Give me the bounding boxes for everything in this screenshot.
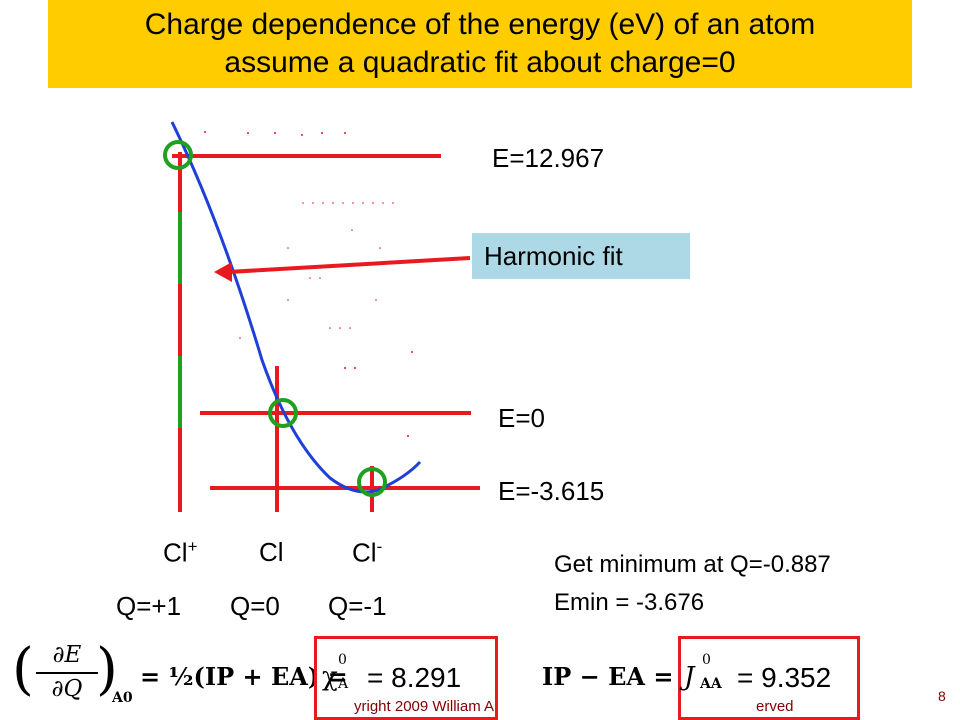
species-cation: Cl+ <box>163 537 198 569</box>
charge-label-plus: Q=+1 <box>116 591 182 621</box>
chi-superscript: 0 <box>338 652 347 668</box>
derivative-numerator: ∂E <box>52 642 82 668</box>
energy-label-minus: E=-3.615 <box>498 476 605 506</box>
j-value: = 9.352 <box>737 662 832 693</box>
title-line-2: assume a quadratic fit about charge=0 <box>224 46 736 79</box>
harmonic-fit-curve <box>170 121 422 494</box>
j-symbol: J <box>684 662 695 692</box>
page-number: 8 <box>938 688 946 704</box>
minimum-line-1: Get minimum at Q=-0.887 <box>554 551 831 578</box>
derivative-subscript: A0 <box>112 690 133 706</box>
chi-symbol: χ <box>322 662 338 692</box>
species-cation-symbol: Cl <box>163 537 188 568</box>
circle-anion-point <box>357 467 387 497</box>
footer-copyright: yright 2009 William A <box>354 698 495 715</box>
harmonic-fit-label: Harmonic fit <box>472 233 690 279</box>
j-superscript: 0 <box>702 652 711 668</box>
paren-right: ) <box>96 637 118 702</box>
species-anion: Cl- <box>352 537 382 569</box>
j-box <box>678 636 860 720</box>
chi-box <box>314 636 498 720</box>
energy-label-plus: E=12.967 <box>492 143 605 173</box>
chi-value: = 8.291 <box>367 662 462 693</box>
slide-title: Charge dependence of the energy (eV) of … <box>48 0 912 88</box>
minimum-line-2: Emin = -3.676 <box>554 589 705 616</box>
j-subscript: AA <box>700 676 722 692</box>
charge-label-minus: Q=-1 <box>328 591 387 621</box>
equation-middle: = ½(IP + EA) = <box>140 662 348 691</box>
chi-subscript: A <box>338 676 349 692</box>
circle-cation-point <box>163 140 193 170</box>
charge-label-zero: Q=0 <box>230 591 280 621</box>
paren-left: ( <box>12 637 34 702</box>
species-neutral: Cl <box>259 537 284 567</box>
arrow-head <box>214 262 232 282</box>
circle-neutral-point <box>268 398 298 428</box>
species-anion-charge: - <box>376 537 383 556</box>
footer-reserved: erved <box>756 698 794 715</box>
fraction-bar <box>36 672 98 674</box>
scatter-dots <box>204 131 413 437</box>
species-anion-symbol: Cl <box>352 537 377 568</box>
harmonic-fit-arrow <box>227 256 471 274</box>
title-line-1: Charge dependence of the energy (eV) of … <box>144 8 816 41</box>
ip-minus-ea: IP − EA = <box>542 662 674 691</box>
derivative-denominator: ∂Q <box>51 676 83 702</box>
species-cation-charge: + <box>187 537 198 556</box>
energy-label-zero: E=0 <box>498 403 545 433</box>
